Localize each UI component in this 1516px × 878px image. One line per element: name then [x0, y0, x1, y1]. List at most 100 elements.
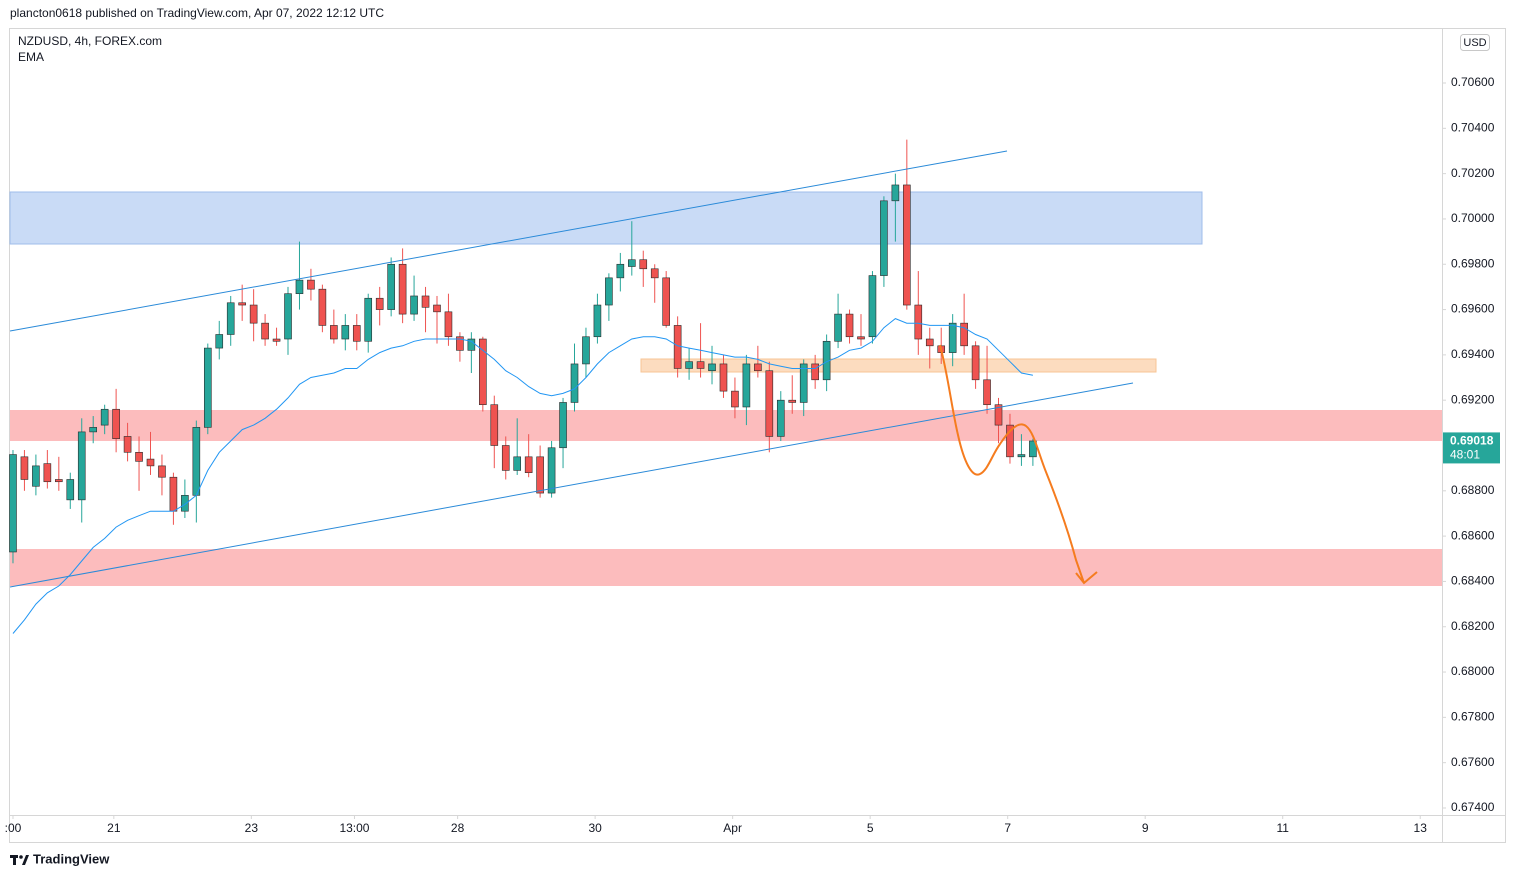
candle-body — [834, 313, 842, 342]
candle-body — [55, 479, 63, 483]
candle-body — [66, 479, 75, 501]
candle-body — [490, 404, 499, 446]
x-tick-label: 23 — [245, 821, 259, 835]
y-tick-label: 0.70600 — [1451, 75, 1495, 89]
candle-body — [994, 404, 1003, 426]
y-tick-label: 0.68800 — [1451, 483, 1495, 497]
last-price-box — [1443, 432, 1500, 464]
candle-body — [318, 288, 327, 326]
candle-body — [146, 458, 155, 467]
ema-line — [12, 318, 1033, 634]
candle-body — [341, 325, 350, 340]
candle-body — [100, 408, 109, 426]
y-tick-label: 0.68400 — [1451, 574, 1495, 588]
candle-body — [501, 445, 510, 471]
candle-body — [616, 263, 625, 279]
candle-body — [364, 297, 373, 342]
x-tick-label: 13:00 — [339, 821, 369, 835]
candle-body — [754, 363, 762, 372]
candle-body — [272, 338, 281, 342]
last-price-label: 0.69018 — [1450, 434, 1494, 448]
candle-body — [639, 259, 648, 270]
x-tick-label: 11 — [1276, 821, 1289, 835]
candle-body — [719, 363, 728, 392]
candle-body — [662, 277, 670, 326]
axes: 0.67400 0.67600 0.67800 0.68000 0.68200 0.684… — [5, 75, 1500, 835]
candle-body — [135, 451, 143, 462]
candle-body — [799, 363, 808, 403]
symbol-title: NZDUSD, 4h, FOREX.com — [18, 34, 162, 48]
upper-trendline — [9, 150, 1008, 332]
x-tick-label: :00 — [5, 821, 22, 835]
candle-body — [731, 390, 739, 408]
candle-body — [983, 379, 991, 406]
candle-body — [547, 447, 556, 494]
candle-body — [742, 363, 751, 408]
lower-trendline — [9, 382, 1134, 588]
candle-body — [77, 431, 86, 501]
y-tick-label: 0.68200 — [1451, 619, 1495, 633]
publish-info: plancton0618 published on TradingView.co… — [10, 6, 384, 20]
brand-logo — [10, 855, 29, 865]
candle-body — [776, 399, 785, 437]
candle-body — [1017, 454, 1026, 458]
candle-body — [203, 347, 212, 428]
candle-body — [948, 322, 957, 353]
y-tick-label: 0.70000 — [1451, 211, 1495, 225]
candle-body — [880, 200, 888, 276]
candle-body — [89, 427, 97, 433]
projection-path — [939, 344, 1085, 584]
countdown-label: 48:01 — [1450, 448, 1480, 462]
candle-body — [513, 456, 522, 471]
candle-body — [673, 325, 682, 369]
candle-body — [593, 304, 602, 338]
candle-body — [582, 336, 590, 365]
currency-label: USD — [1463, 37, 1486, 49]
indicator-legend: EMA — [18, 50, 44, 64]
x-tick-label: 9 — [1142, 821, 1149, 835]
candle-body — [456, 336, 464, 351]
candle-body — [857, 336, 865, 340]
x-tick-label: 21 — [107, 821, 121, 835]
candle-body — [375, 297, 384, 310]
candle-body — [479, 338, 487, 406]
candle-body — [708, 363, 716, 372]
candle-body — [467, 338, 476, 351]
candle-body — [914, 304, 923, 340]
y-tick-label: 0.68600 — [1451, 528, 1495, 542]
x-tick-label: 28 — [451, 821, 465, 835]
candle-body — [43, 463, 52, 483]
candle-body — [192, 427, 201, 496]
x-tick-label: 13 — [1414, 821, 1428, 835]
candle-body — [32, 465, 40, 487]
candle-body — [261, 322, 269, 340]
candle-body — [226, 302, 235, 335]
candle-body — [123, 436, 132, 453]
y-tick-label: 0.69800 — [1451, 256, 1495, 270]
x-tick-label: 7 — [1004, 821, 1011, 835]
candle-body — [811, 363, 819, 381]
candle-body — [398, 263, 407, 315]
y-tick-label: 0.67800 — [1451, 710, 1495, 724]
currency-badge[interactable] — [1460, 34, 1490, 51]
candle-body — [330, 325, 338, 340]
candle-body — [605, 277, 613, 306]
candle-body — [20, 456, 29, 480]
candle-body — [352, 325, 361, 342]
x-tick-label: 30 — [588, 821, 602, 835]
candle-body — [215, 334, 224, 349]
candle-body — [9, 454, 17, 553]
candle-body — [421, 295, 430, 308]
y-tick-label: 0.69600 — [1451, 302, 1495, 316]
candle-body — [158, 465, 166, 478]
y-tick-label: 0.69400 — [1451, 347, 1495, 361]
candle-body — [570, 363, 579, 403]
candle-body — [112, 408, 120, 439]
candle-body — [765, 370, 774, 437]
projection-arrow — [1075, 571, 1098, 585]
candle-body — [181, 495, 189, 512]
candle-body — [1029, 440, 1037, 458]
candle-body — [410, 295, 418, 315]
candle-body — [295, 279, 304, 295]
target-zone — [10, 549, 1442, 586]
